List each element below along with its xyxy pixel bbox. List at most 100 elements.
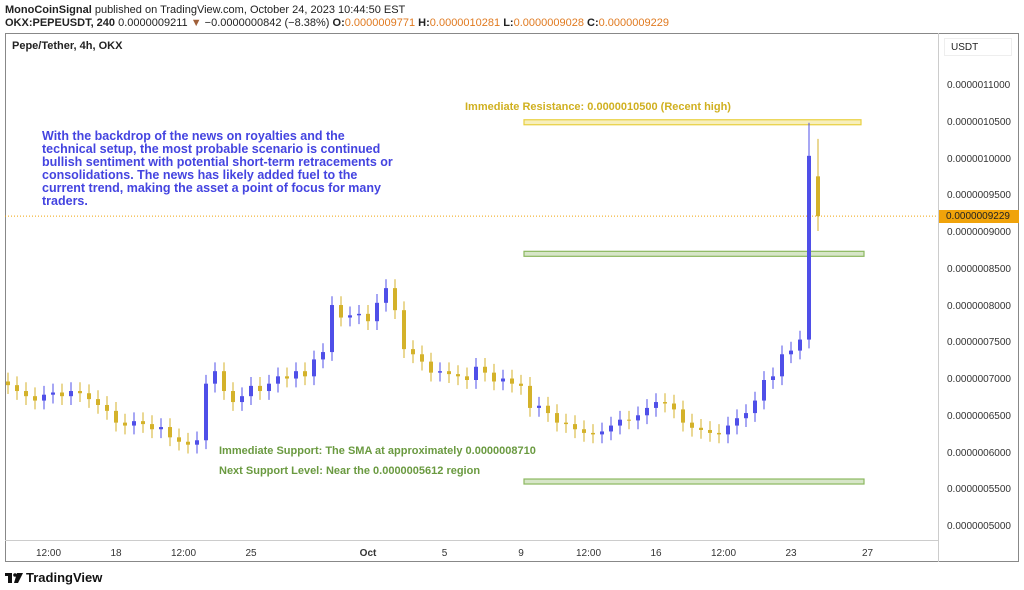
candle-body bbox=[312, 359, 316, 377]
high-value: 0.0000010281 bbox=[429, 17, 501, 29]
candle-body bbox=[654, 402, 658, 408]
candle-body bbox=[42, 394, 46, 401]
candle-body bbox=[366, 313, 370, 322]
high-label: H: bbox=[418, 17, 430, 29]
low-label: L: bbox=[503, 17, 514, 29]
candle-body bbox=[645, 407, 649, 416]
candle-body bbox=[582, 429, 586, 433]
level-zone-1 bbox=[523, 119, 862, 126]
logo-text: TradingView bbox=[26, 570, 103, 585]
candle-body bbox=[591, 432, 595, 435]
time-tick-label: 25 bbox=[245, 548, 257, 559]
candle-body bbox=[627, 419, 631, 421]
symbol-info: OKX:PEPEUSDT, 240 0.0000009211 ▼ −0.0000… bbox=[5, 17, 669, 29]
price-tick-label: 0.0000005000 bbox=[947, 521, 1011, 532]
candle-body bbox=[141, 421, 145, 425]
publish-info: MonoCoinSignal published on TradingView.… bbox=[5, 4, 405, 16]
price-tick-label: 0.0000006000 bbox=[947, 447, 1011, 459]
candle-body bbox=[150, 424, 154, 430]
candle-body bbox=[465, 376, 469, 380]
time-tick-label: 27 bbox=[861, 548, 874, 559]
publisher-name[interactable]: MonoCoinSignal bbox=[5, 4, 92, 16]
close-label: C: bbox=[587, 17, 599, 29]
candle-body bbox=[159, 427, 163, 430]
support-label-1: Immediate Support: The SMA at approximat… bbox=[219, 445, 536, 457]
time-tick-label: 23 bbox=[785, 548, 797, 559]
candle-body bbox=[51, 392, 55, 395]
candle-body bbox=[168, 427, 172, 438]
tradingview-logo[interactable]: TradingView bbox=[5, 570, 102, 585]
candle-body bbox=[321, 352, 325, 360]
candle-body bbox=[564, 422, 568, 425]
price-tick-label: 0.0000007000 bbox=[947, 374, 1011, 385]
price-tick-label: 0.0000007500 bbox=[947, 337, 1011, 349]
time-tick-label: 16 bbox=[650, 548, 662, 559]
price-tick-label: 0.0000010500 bbox=[947, 116, 1011, 128]
candle-body bbox=[402, 310, 406, 350]
price-change: −0.0000000842 (−8.38%) bbox=[204, 17, 330, 29]
candle-body bbox=[537, 405, 541, 408]
candle-body bbox=[672, 403, 676, 410]
symbol: OKX:PEPEUSDT, 240 bbox=[5, 17, 116, 29]
candle-body bbox=[393, 288, 397, 311]
open-label: O: bbox=[332, 17, 345, 29]
candle-body bbox=[483, 366, 487, 373]
candle-body bbox=[735, 418, 739, 426]
down-arrow-icon: ▼ bbox=[190, 17, 202, 29]
last-price: 0.0000009211 bbox=[118, 17, 188, 29]
candle-body bbox=[798, 339, 802, 351]
candle-body bbox=[15, 385, 19, 392]
candle-body bbox=[456, 374, 460, 377]
candle-body bbox=[240, 396, 244, 403]
price-chart[interactable] bbox=[5, 33, 938, 540]
candle-body bbox=[375, 302, 379, 322]
price-tick-label: 0.0000006500 bbox=[947, 410, 1011, 422]
support-label-2: Next Support Level: Near the 0.000000561… bbox=[219, 465, 481, 477]
candle-body bbox=[753, 400, 757, 414]
candle-body bbox=[771, 376, 775, 380]
price-tick-label: 0.0000009500 bbox=[947, 190, 1011, 202]
candle-body bbox=[519, 383, 523, 386]
candle-body bbox=[690, 422, 694, 428]
candle-body bbox=[618, 419, 622, 426]
candle-body bbox=[276, 376, 280, 384]
candle-body bbox=[249, 385, 253, 397]
time-tick-label: 12:00 bbox=[575, 548, 602, 559]
resistance-label: Immediate Resistance: 0.0000010500 (Rece… bbox=[465, 101, 731, 113]
time-tick-label: 12:00 bbox=[35, 548, 62, 559]
candle-body bbox=[285, 376, 289, 379]
chart-frame bbox=[5, 33, 1019, 562]
level-zone-3 bbox=[523, 478, 865, 485]
candle-body bbox=[744, 413, 748, 419]
candle-body bbox=[357, 313, 361, 316]
candle-body bbox=[429, 361, 433, 373]
candle-body bbox=[114, 410, 118, 423]
candle-body bbox=[123, 422, 127, 426]
close-value: 0.0000009229 bbox=[598, 17, 669, 29]
candle-body bbox=[600, 431, 604, 435]
candle-body bbox=[762, 380, 766, 401]
time-axis[interactable]: 12:00 18 12:00 25 Oct 5 9 12:00 16 12:00 23 27 bbox=[5, 540, 938, 563]
time-tick-label: 18 bbox=[110, 548, 122, 559]
candle-body bbox=[258, 385, 262, 392]
currency-button[interactable]: USDT bbox=[944, 38, 1012, 56]
candle-body bbox=[528, 385, 532, 408]
candle-body bbox=[609, 425, 613, 432]
candle-body bbox=[231, 391, 235, 403]
chart-title: Pepe/Tether, 4h, OKX bbox=[12, 40, 123, 52]
tradingview-logo-icon bbox=[5, 572, 23, 583]
candle-body bbox=[177, 437, 181, 442]
price-tick-label: 0.0000008000 bbox=[947, 300, 1011, 312]
candle-body bbox=[816, 176, 820, 217]
price-axis[interactable]: USDT 0.0000009229 0.0000011000 0.00000105… bbox=[938, 33, 1020, 562]
candle-body bbox=[663, 402, 667, 404]
time-tick-label: 5 bbox=[441, 548, 448, 559]
candle-body bbox=[546, 405, 550, 414]
candle-body bbox=[78, 391, 82, 394]
published-text: published on TradingView.com, October 24… bbox=[94, 4, 406, 16]
candle-body bbox=[69, 391, 73, 397]
candle-body bbox=[330, 305, 334, 353]
analysis-note: With the backdrop of the news on royalti… bbox=[42, 129, 393, 208]
price-tick-label: 0.0000010000 bbox=[947, 153, 1011, 165]
